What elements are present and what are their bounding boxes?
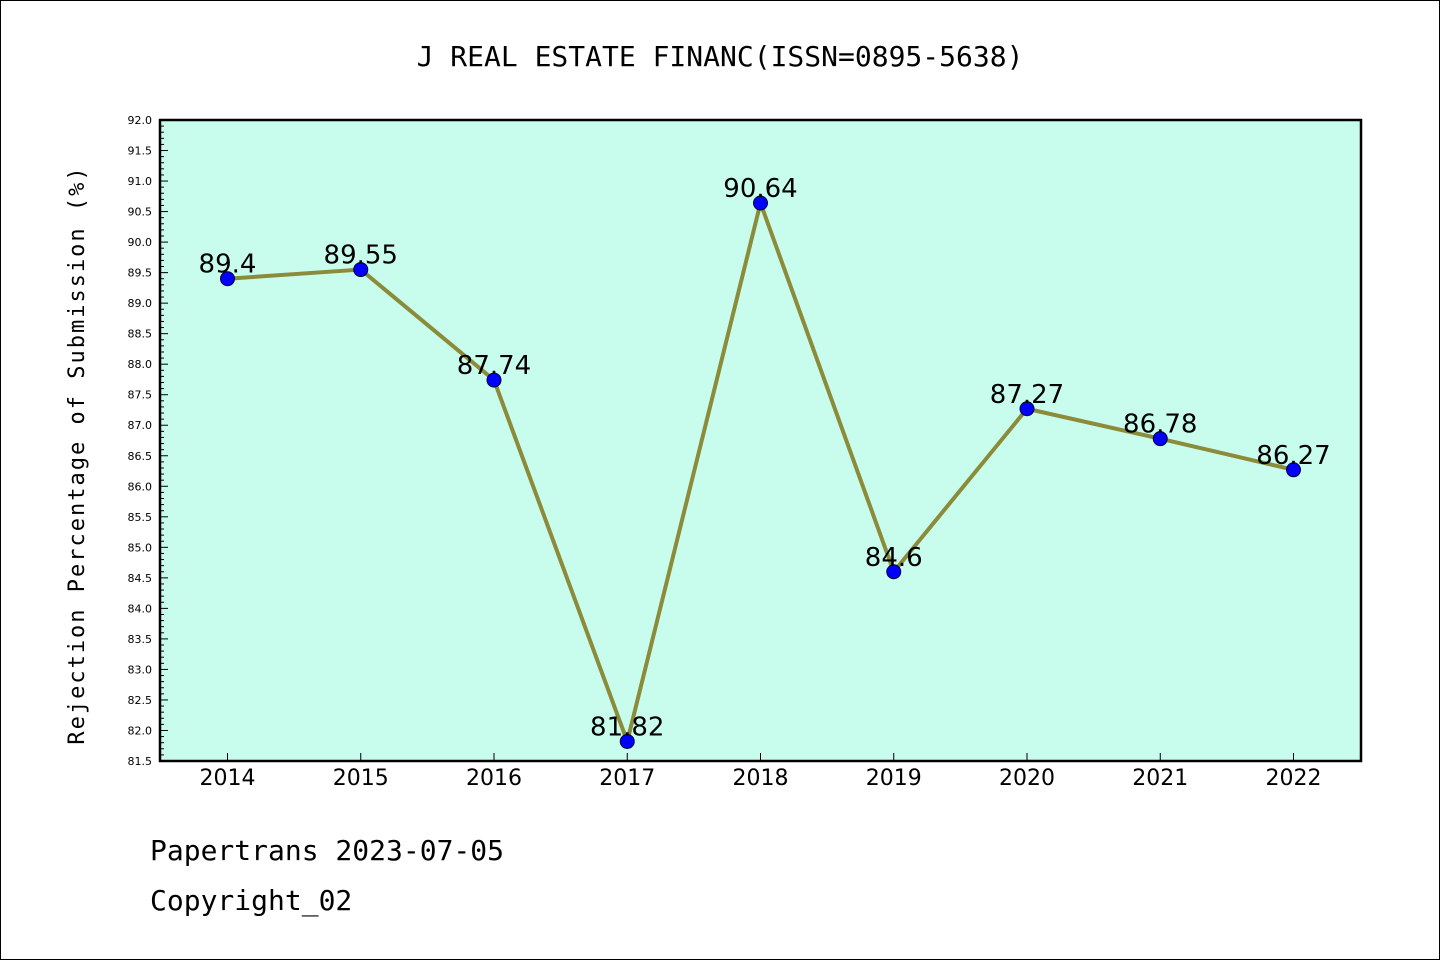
y-tick-label: 90.0 — [128, 236, 153, 249]
y-tick-label: 85.0 — [128, 541, 153, 554]
y-tick-label: 82.5 — [128, 694, 153, 707]
y-tick-label: 87.0 — [128, 419, 153, 432]
y-tick-label: 89.0 — [128, 297, 153, 310]
x-tick-label: 2022 — [1266, 766, 1322, 791]
data-point — [753, 195, 768, 211]
data-label: 87.27 — [990, 380, 1064, 410]
x-tick-label: 2019 — [866, 766, 922, 791]
y-tick-label: 91.0 — [128, 175, 153, 188]
data-label: 86.27 — [1256, 441, 1330, 471]
data-point — [1152, 431, 1168, 447]
y-tick-label: 83.0 — [128, 663, 153, 676]
data-label: 89.4 — [199, 250, 257, 280]
data-label: 89.55 — [324, 241, 398, 271]
data-label: 90.64 — [723, 174, 797, 204]
data-point — [220, 271, 235, 287]
y-tick-label: 90.5 — [128, 206, 153, 219]
y-tick-label: 91.5 — [128, 145, 153, 158]
x-tick-label: 2020 — [999, 766, 1055, 791]
data-labels: 89.4 89.55 87.74 81.82 90.64 84.6 87.27 86.78 86… — [199, 174, 1331, 742]
data-point — [1286, 462, 1301, 478]
y-tick-label: 89.5 — [128, 267, 153, 280]
data-point — [619, 733, 635, 749]
footer-copyright: Copyright_02 — [150, 884, 353, 917]
data-point — [1019, 401, 1035, 417]
x-tick-label: 2015 — [333, 766, 389, 791]
y-axis-label: Rejection Percentage of Submission (%) — [65, 165, 90, 744]
y-tick-label: 88.5 — [128, 328, 153, 341]
x-tick-label: 2017 — [599, 766, 655, 791]
data-label: 86.78 — [1123, 410, 1197, 440]
y-tick-label: 88.0 — [128, 358, 153, 371]
x-tick-label: 2021 — [1132, 766, 1188, 791]
data-points — [220, 195, 1301, 749]
y-tick-label: 86.0 — [128, 480, 153, 493]
data-label: 81.82 — [590, 712, 664, 742]
plot-area — [158, 118, 1363, 763]
y-tick-label: 92.0 — [128, 114, 153, 127]
y-tick-label: 87.5 — [128, 389, 153, 402]
y-tick-label: 86.5 — [128, 450, 153, 463]
data-label: 87.74 — [457, 351, 531, 381]
y-tick-label: 84.0 — [128, 602, 153, 615]
x-tick-label: 2016 — [466, 766, 522, 791]
y-tick-label: 82.0 — [128, 724, 153, 737]
data-label: 84.6 — [865, 543, 923, 573]
y-tick-label: 85.5 — [128, 511, 153, 524]
x-tick-label: 2014 — [200, 766, 256, 791]
data-point — [886, 564, 902, 580]
x-tick-label: 2018 — [733, 766, 789, 791]
y-tick-label: 81.5 — [128, 755, 153, 768]
data-point — [353, 262, 369, 278]
footer-date: Papertrans 2023-07-05 — [150, 834, 505, 867]
y-tick-label: 84.5 — [128, 572, 153, 585]
x-axis-ticks: 2014 2015 2016 2017 2018 2019 2020 2021 2022 — [200, 753, 1322, 791]
y-tick-label: 83.5 — [128, 633, 153, 646]
chart-title: J REAL ESTATE FINANC(ISSN=0895-5638) — [417, 40, 1024, 73]
data-point — [486, 372, 502, 388]
y-axis-ticks: 81.5 82.0 82.5 83.0 83.5 84.0 84.5 85.0 85.5 86.0… — [128, 114, 168, 768]
